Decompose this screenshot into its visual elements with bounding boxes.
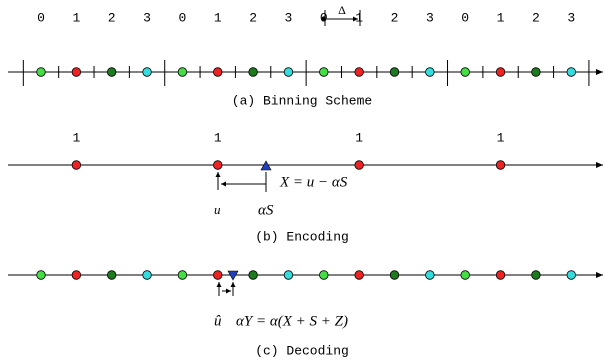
bin-label: 0	[461, 10, 469, 25]
dec-dot	[283, 270, 294, 280]
enc-dot	[495, 160, 506, 170]
dec-dot	[389, 270, 400, 280]
dec-dot	[460, 270, 470, 280]
bin-label: 3	[143, 10, 151, 25]
dec-dot	[354, 270, 364, 280]
delta: Δ	[338, 3, 346, 17]
bin-label: 2	[249, 10, 257, 25]
bin-label: 2	[391, 10, 399, 25]
bin-dot	[283, 67, 294, 77]
enc-dot	[71, 160, 82, 170]
bin-dot	[460, 67, 470, 77]
enc-dot	[213, 160, 223, 170]
bin-label: 2	[532, 10, 540, 25]
bin-label: 3	[567, 10, 575, 25]
bin-dot	[566, 67, 576, 77]
caption: (b) Encoding	[255, 229, 349, 244]
dec-dot	[177, 270, 188, 280]
bin-label: 1	[72, 10, 80, 25]
bin-dot	[36, 67, 46, 77]
bin-dot	[319, 67, 329, 77]
bin-dot	[213, 67, 223, 77]
dec-dot	[106, 270, 117, 280]
bin-dot	[106, 67, 117, 77]
u-hat: û	[214, 313, 222, 329]
bin-label: 0	[37, 10, 45, 25]
bin-label: 1	[497, 10, 505, 25]
dec-dot	[36, 270, 46, 280]
bin-label: 2	[108, 10, 116, 25]
bin-label: 0	[320, 10, 328, 25]
enc-label: 1	[497, 130, 505, 145]
caption: (c) Decoding	[255, 343, 349, 358]
enc-label: 1	[355, 130, 363, 145]
dec-dot	[566, 270, 576, 280]
formula: αY = α(X + S + Z)	[236, 313, 348, 329]
bin-label: 1	[214, 10, 222, 25]
bin-dot	[71, 67, 82, 77]
dec-dot	[495, 270, 506, 280]
bin-dot	[389, 67, 400, 77]
bin-dot	[142, 67, 152, 77]
bin-label: 1	[355, 10, 363, 25]
bin-dot	[177, 67, 188, 77]
u-label: u	[214, 202, 221, 217]
x-marker	[260, 160, 272, 171]
bin-label: 3	[426, 10, 434, 25]
dec-dot	[319, 270, 329, 280]
y-marker	[227, 270, 239, 281]
dec-dot	[248, 270, 258, 280]
bin-dot	[248, 67, 258, 77]
bin-dot	[495, 67, 506, 77]
alpha-s-label: αS	[258, 202, 274, 218]
enc-dot	[354, 160, 364, 170]
caption: (a) Binning Scheme	[232, 93, 372, 108]
bin-dot	[425, 67, 435, 77]
bin-dot	[354, 67, 364, 77]
bin-dot	[531, 67, 541, 77]
dec-dot	[142, 270, 152, 280]
bin-label: 0	[178, 10, 186, 25]
dec-dot	[213, 270, 223, 280]
bin-label: 3	[285, 10, 293, 25]
dec-dot	[425, 270, 435, 280]
formula: X = u − αS	[279, 174, 348, 190]
dec-dot	[71, 270, 82, 280]
enc-label: 1	[214, 130, 222, 145]
dec-dot	[531, 270, 541, 280]
enc-label: 1	[72, 130, 80, 145]
